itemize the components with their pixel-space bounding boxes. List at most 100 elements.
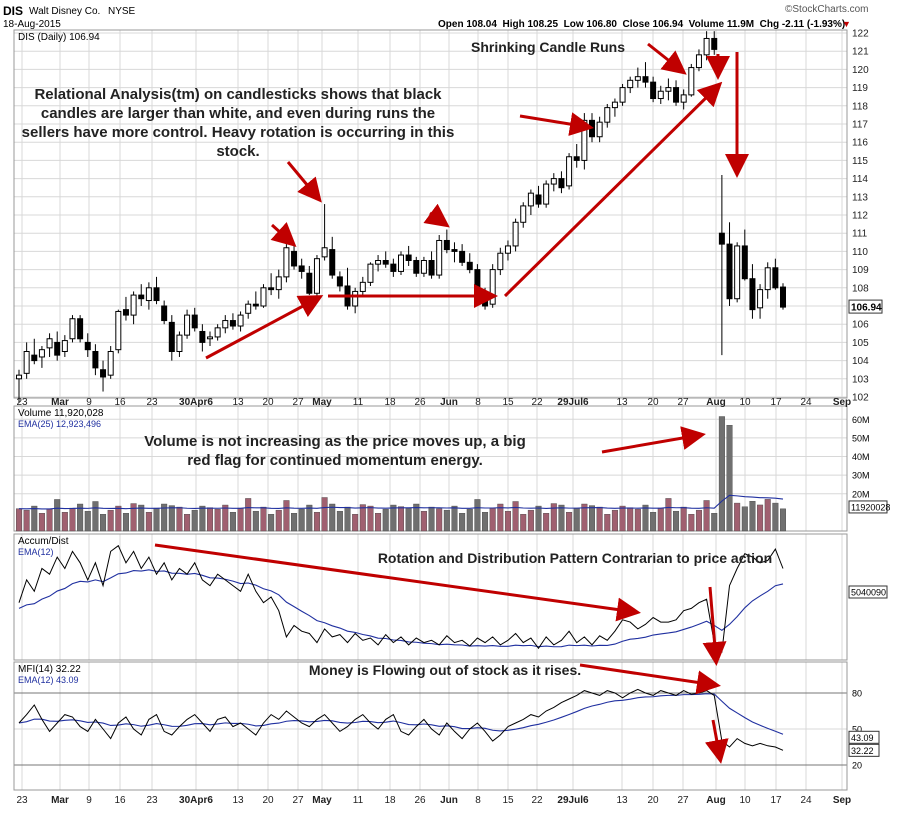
candle-up <box>657 90 664 100</box>
x-tick-label: 20 <box>262 397 274 408</box>
candle-down <box>451 249 458 252</box>
accum-ema-label: EMA(12) <box>18 547 54 557</box>
header-company: Walt Disney Co. <box>29 6 101 17</box>
candle-down <box>100 369 107 378</box>
volume-bar <box>275 509 282 532</box>
x-tick-label: 8 <box>475 795 481 806</box>
candle-down <box>138 294 145 300</box>
candle-down <box>122 309 129 316</box>
candle-up <box>130 294 137 316</box>
x-tick-label: 10 <box>739 795 751 806</box>
candle-up <box>176 334 183 352</box>
candle-up <box>420 260 427 274</box>
x-tick-label: Jun <box>440 795 458 806</box>
candle-up <box>512 221 519 247</box>
volume-bar <box>390 504 397 532</box>
price-tick-label: 122 <box>852 29 869 40</box>
x-tick-label: 8 <box>475 397 481 408</box>
volume-tick-label: 30M <box>852 471 870 481</box>
volume-bar <box>764 499 771 532</box>
annotation-arrows <box>154 42 749 764</box>
header-ohlc: Open 108.04 High 108.25 Low 106.80 Close… <box>438 19 846 30</box>
volume-bar <box>611 509 618 532</box>
volume-bar <box>459 513 466 532</box>
x-tick-label: 9 <box>86 397 92 408</box>
header-credit[interactable]: ©StockCharts.com <box>785 4 869 15</box>
x-tick-label: 30Apr6 <box>179 795 213 806</box>
volume-bar <box>413 503 420 532</box>
candle-down <box>573 156 580 161</box>
volume-bar <box>329 503 336 532</box>
candle-up <box>184 314 191 336</box>
red-arrow <box>270 222 297 248</box>
candle-up <box>321 247 328 258</box>
candle-up <box>527 192 534 207</box>
accum-tag <box>848 585 888 599</box>
x-tick-label: 11 <box>353 795 364 806</box>
candle-down <box>291 250 298 267</box>
axis-labels: 23 23 Mar Mar 9 9 16 16 23 23 30Apr6 30Apr6 13 13 20 20… <box>16 29 890 807</box>
x-tick-label: 24 <box>800 795 812 806</box>
volume-bar <box>665 498 672 532</box>
candle-up <box>352 290 359 307</box>
panel-frame-2 <box>13 533 848 661</box>
price-tick-label: 120 <box>852 65 869 76</box>
red-arrow <box>704 719 729 764</box>
price-tick-label: 119 <box>852 83 868 94</box>
candle-up <box>283 247 290 278</box>
x-tick-label: 18 <box>384 795 396 806</box>
volume-bar <box>23 509 30 532</box>
volume-bar <box>695 509 702 532</box>
x-tick-label: 27 <box>677 795 689 806</box>
volume-bar <box>382 508 389 532</box>
volume-bar <box>688 514 695 532</box>
volume-bar <box>535 505 542 532</box>
candle-up <box>145 287 152 302</box>
mfi-tag-label: 43.09 <box>851 733 874 743</box>
x-tick-label: 13 <box>232 397 244 408</box>
volume-bar <box>84 510 91 532</box>
volume-bar <box>145 511 152 532</box>
candle-down <box>229 320 236 327</box>
x-tick-label: May <box>312 397 332 408</box>
candle-up <box>313 258 320 294</box>
header-date: 18-Aug-2015 <box>3 19 61 30</box>
volume-bar <box>176 506 183 532</box>
candle-up <box>596 121 603 138</box>
x-tick-label: 13 <box>232 795 244 806</box>
volume-bar <box>100 514 107 532</box>
red-arrow <box>601 426 706 454</box>
panel-frame-0 <box>13 29 848 399</box>
candle-down <box>92 351 99 369</box>
candle-up <box>543 183 550 205</box>
volume-bar <box>711 513 718 532</box>
volume-bar <box>520 514 527 532</box>
volume-bar <box>298 508 305 532</box>
red-arrow <box>702 586 727 666</box>
candle-down <box>711 37 718 50</box>
volume-bar <box>237 507 244 532</box>
mfi-ema-label: EMA(12) 43.09 <box>18 675 79 685</box>
candle-up <box>734 245 741 300</box>
price-tick-label: 103 <box>852 374 869 385</box>
accum-ema-line <box>18 569 784 648</box>
x-tick-label: 18 <box>384 397 396 408</box>
volume-bar <box>573 507 580 532</box>
volume-bar <box>122 513 129 532</box>
volume-panel <box>16 416 787 532</box>
volume-bar <box>780 508 787 532</box>
candle-down <box>153 287 160 302</box>
x-tick-label: 20 <box>647 397 659 408</box>
volume-bar <box>497 503 504 532</box>
candle-down <box>474 269 481 294</box>
volume-tag <box>848 500 888 514</box>
volume-bar <box>543 513 550 532</box>
volume-bar <box>344 506 351 532</box>
candle-up <box>115 310 122 351</box>
volume-bar <box>54 499 61 532</box>
volume-bar <box>726 425 733 532</box>
price-tick-label: 112 <box>852 211 868 222</box>
candle-up <box>23 351 30 374</box>
volume-bar <box>313 511 320 532</box>
candle-down <box>673 87 680 103</box>
